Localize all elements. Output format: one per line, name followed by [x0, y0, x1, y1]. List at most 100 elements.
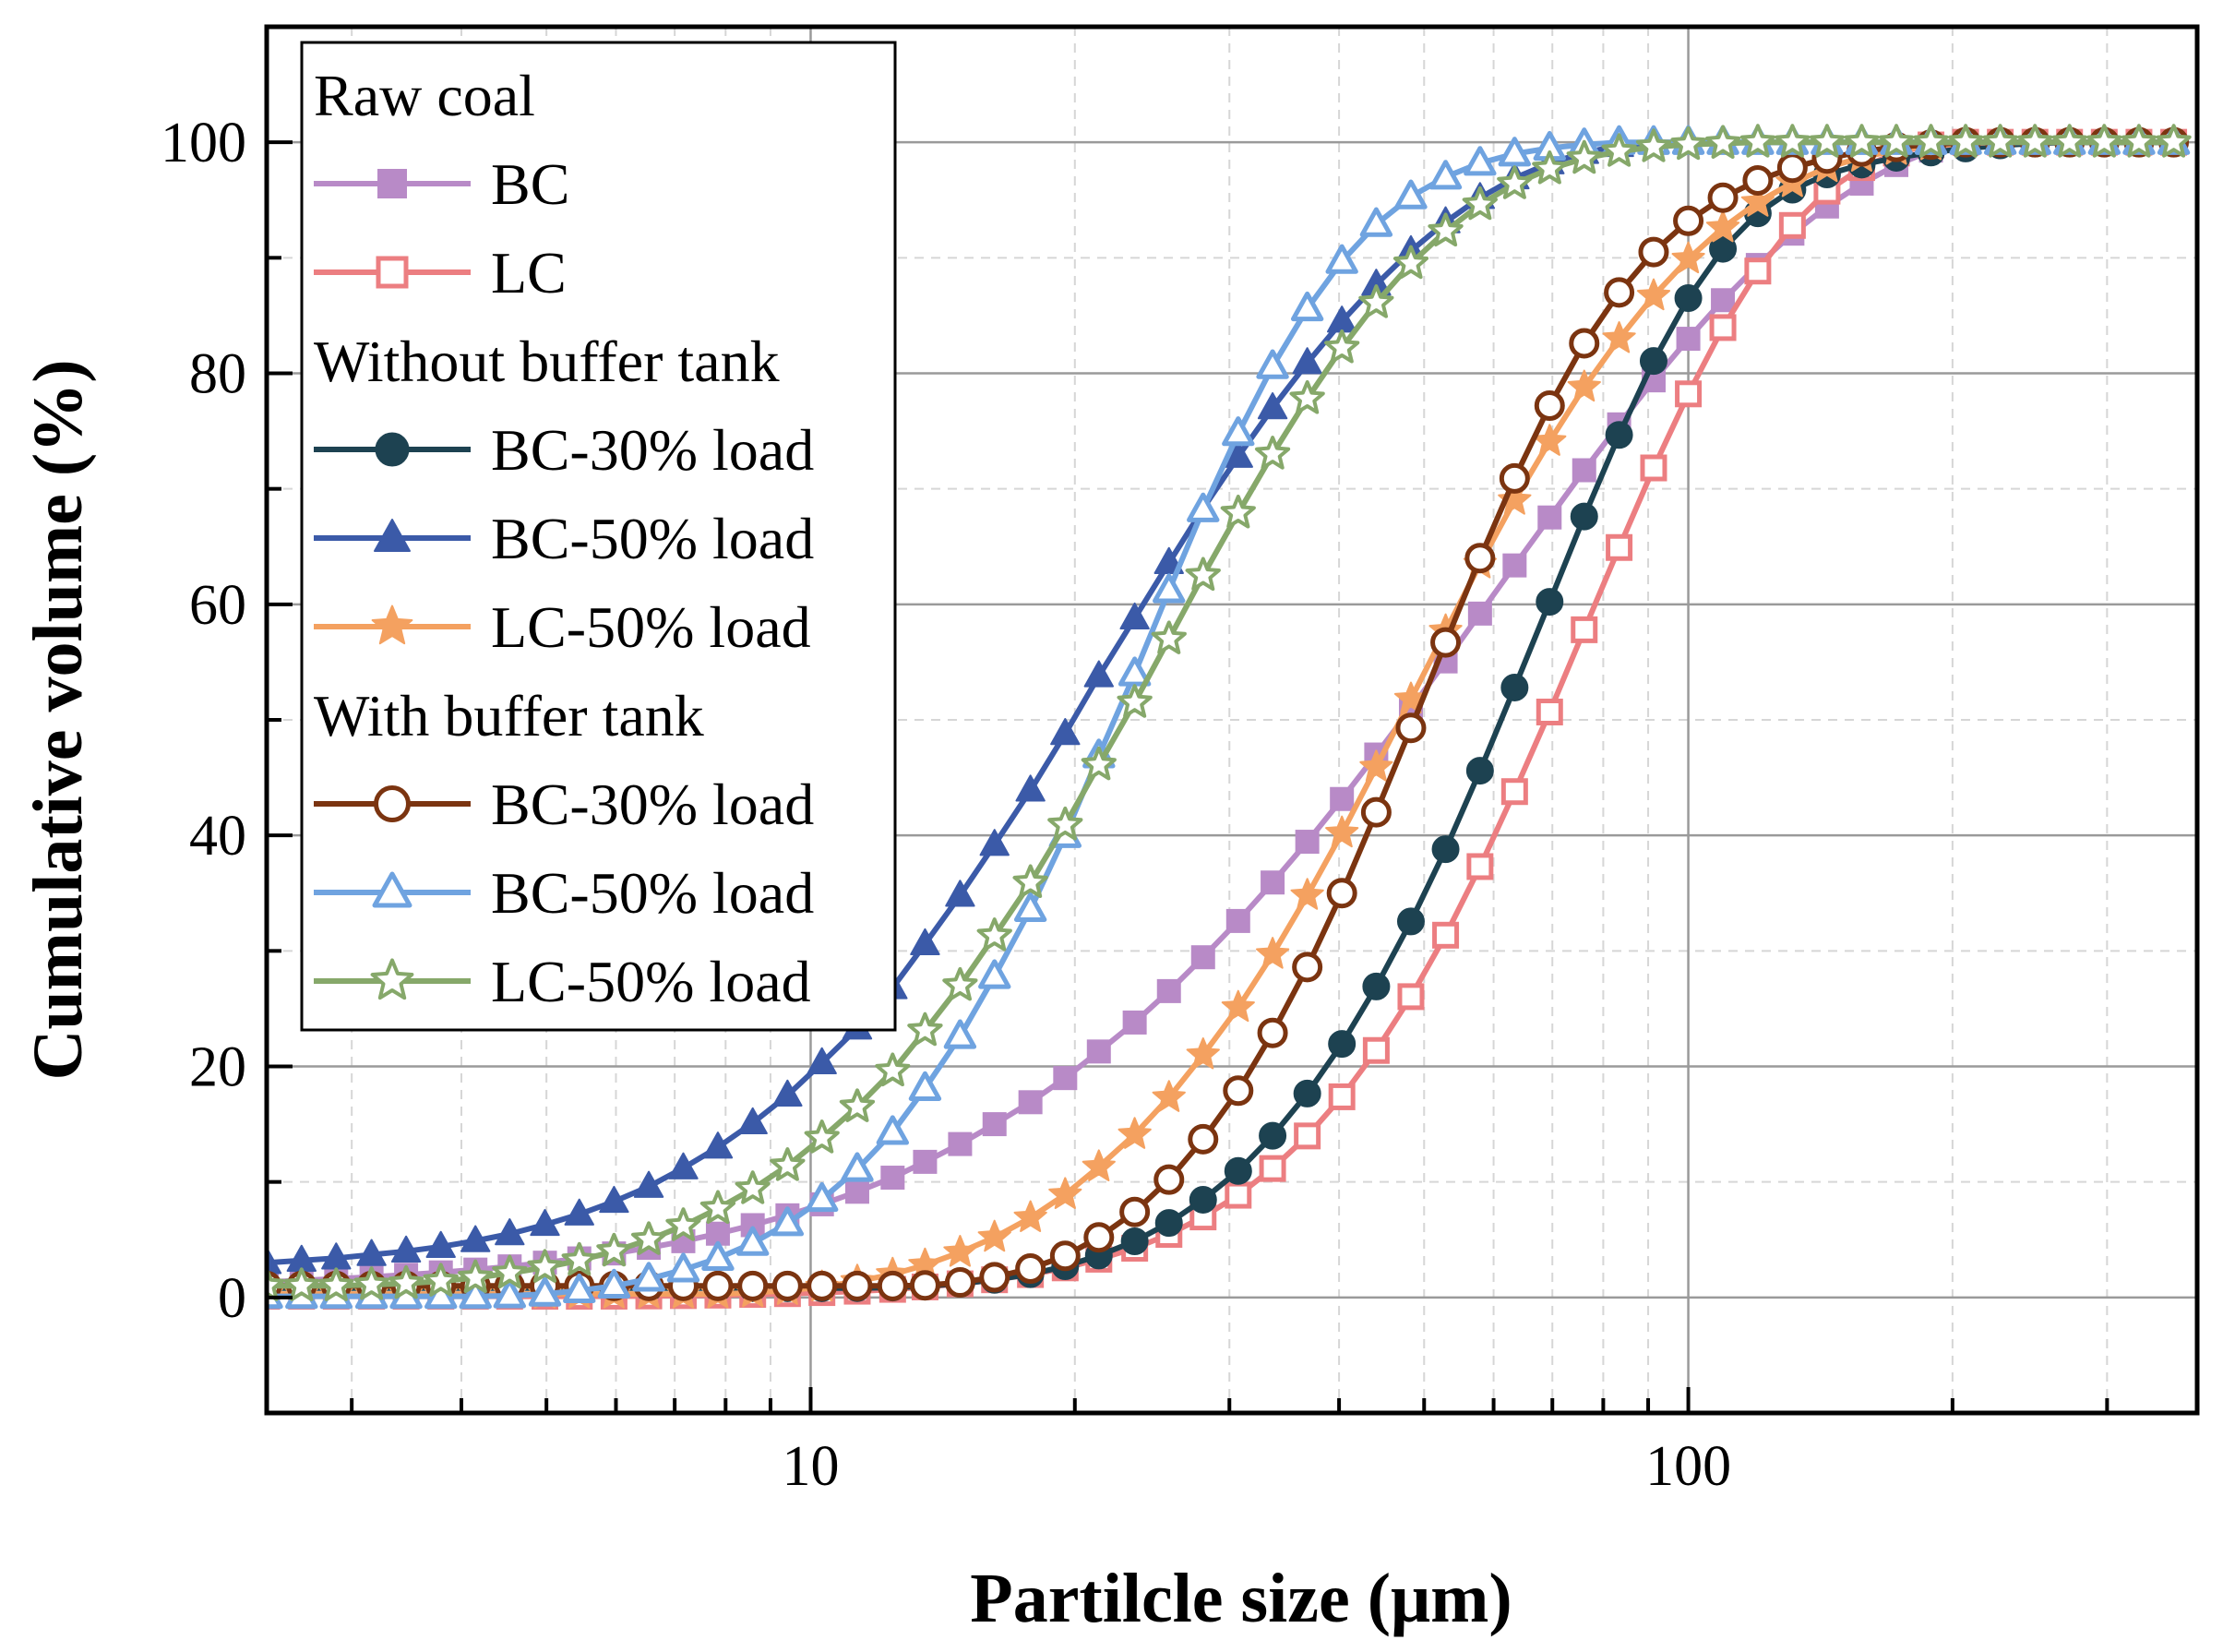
data-point — [1397, 983, 1425, 1011]
x-tick-label: 100 — [1645, 1435, 1731, 1498]
legend-group-title: With buffer tank — [314, 683, 704, 748]
data-point — [1015, 1253, 1046, 1285]
legend-swatch-marker — [371, 605, 413, 645]
data-point — [1152, 1080, 1186, 1112]
legend-group-title: Without buffer tank — [314, 329, 780, 394]
data-point — [665, 1207, 701, 1241]
legend-item: BC-50% load — [314, 506, 814, 571]
data-point — [1289, 380, 1325, 414]
data-point — [1948, 124, 1984, 158]
data-point — [979, 1262, 1010, 1293]
data-point — [1913, 124, 1949, 158]
data-point — [699, 1190, 736, 1224]
legend-label: BC-30% load — [491, 417, 814, 483]
data-point — [1775, 124, 1811, 158]
data-point — [807, 1270, 838, 1301]
data-point — [805, 1181, 839, 1213]
data-point — [1328, 1030, 1357, 1059]
data-point — [1259, 1121, 1287, 1150]
data-point — [1431, 835, 1460, 864]
data-point — [1324, 329, 1360, 364]
data-point — [944, 1267, 975, 1299]
x-tick-label: 10 — [782, 1435, 839, 1498]
data-point — [841, 1152, 874, 1182]
legend-label: LC-50% load — [491, 949, 811, 1014]
data-point — [1602, 321, 1636, 353]
data-point — [1293, 1079, 1321, 1107]
data-point — [597, 1268, 631, 1299]
data-point — [668, 1152, 699, 1179]
data-point — [771, 1270, 803, 1301]
data-point — [1428, 160, 1463, 190]
data-point — [737, 1107, 768, 1135]
y-axis-title: Cumulative volume (%) — [19, 359, 97, 1080]
legend-item: BC-50% load — [314, 860, 814, 926]
data-point — [1257, 392, 1288, 420]
data-point — [563, 1273, 596, 1304]
data-point — [1709, 314, 1737, 341]
data-point — [1013, 1200, 1047, 1232]
legend-item: BC-30% load — [314, 772, 814, 837]
legend-label: BC-50% load — [491, 860, 814, 926]
data-point — [1122, 1010, 1147, 1035]
data-point — [1012, 864, 1048, 898]
data-point — [907, 1012, 943, 1047]
data-point — [1013, 892, 1047, 922]
data-point — [1222, 416, 1255, 447]
data-point — [1081, 746, 1117, 781]
data-point — [910, 928, 940, 956]
data-point — [1534, 390, 1565, 422]
data-point — [1744, 257, 1772, 285]
data-point — [530, 1208, 560, 1237]
legend-label: LC — [491, 240, 567, 305]
data-point — [1740, 185, 1775, 217]
data-point — [1844, 124, 1880, 158]
data-point — [1220, 495, 1256, 529]
y-tick-label: 100 — [161, 112, 246, 174]
data-point — [908, 1071, 942, 1101]
data-point — [1606, 533, 1633, 561]
data-point — [1464, 543, 1496, 574]
data-point — [1498, 137, 1532, 167]
data-point — [1259, 1155, 1286, 1182]
data-point — [1362, 1036, 1390, 1064]
data-point — [1362, 972, 1391, 1000]
data-point — [493, 1278, 527, 1309]
data-point — [1396, 907, 1425, 936]
data-point — [1778, 211, 1806, 239]
data-point — [1638, 236, 1669, 268]
data-point — [702, 1270, 734, 1301]
data-point — [1086, 1039, 1111, 1064]
legend: Raw coal BC LC Without buffer tank BC-30% lo… — [300, 41, 897, 1032]
data-point — [1119, 1196, 1151, 1227]
data-point — [1532, 150, 1568, 185]
data-point — [528, 1276, 562, 1307]
data-point — [1500, 673, 1529, 701]
data-point — [460, 1225, 491, 1252]
data-point — [390, 1235, 422, 1263]
data-point — [1464, 146, 1497, 176]
data-point — [945, 880, 975, 907]
data-point — [1571, 616, 1598, 643]
data-point — [1325, 244, 1358, 274]
data-point — [876, 1115, 910, 1145]
data-point — [942, 966, 978, 1001]
data-point — [1499, 462, 1530, 494]
legend-item: LC — [314, 240, 567, 305]
data-point — [2086, 124, 2122, 158]
data-point — [1705, 209, 1740, 243]
data-point — [1502, 553, 1527, 578]
data-point — [1255, 436, 1291, 470]
data-point — [599, 1185, 629, 1214]
data-point — [1536, 698, 1563, 725]
data-point — [982, 1112, 1007, 1137]
data-point — [1154, 1209, 1183, 1238]
legend-item: BC — [314, 151, 569, 217]
data-point — [356, 1239, 387, 1266]
data-point — [267, 1247, 282, 1275]
data-point — [1536, 588, 1564, 617]
data-point — [1636, 278, 1671, 311]
data-point — [737, 1270, 769, 1301]
data-point — [1185, 557, 1221, 592]
data-point — [909, 1270, 940, 1301]
